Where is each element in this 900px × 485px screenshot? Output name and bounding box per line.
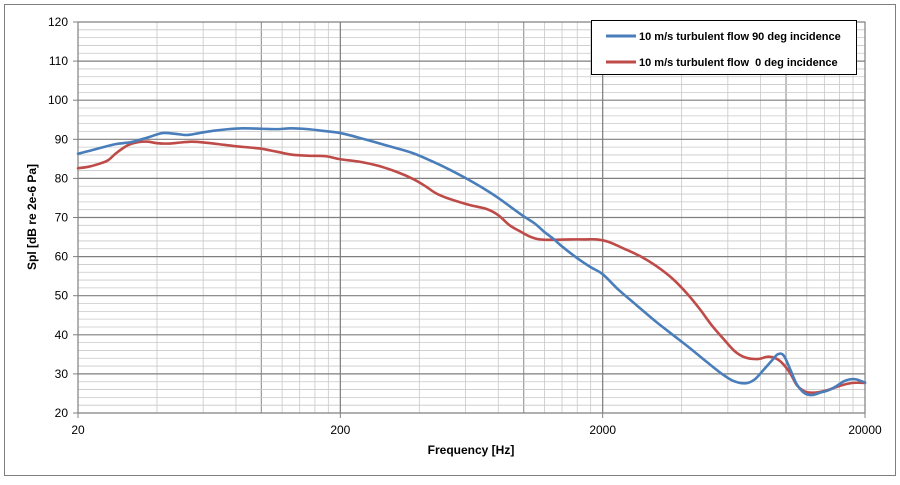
y-tick-label: 20 xyxy=(55,406,69,420)
legend-box xyxy=(591,20,857,75)
x-tick-label: 200 xyxy=(330,423,350,437)
y-tick-label: 80 xyxy=(55,171,69,185)
y-axis-ticks: 20 30 40 50 60 70 80 90 100 110 120 xyxy=(48,15,78,420)
y-axis-label: Spl [dB re 2e-6 Pa] xyxy=(25,164,39,270)
x-axis-label: Frequency [Hz] xyxy=(428,443,515,457)
y-tick-label: 40 xyxy=(55,328,69,342)
series-90deg-line xyxy=(76,127,867,397)
x-tick-label: 2000 xyxy=(589,423,616,437)
y-tick-label: 60 xyxy=(55,250,69,264)
series-0deg-line xyxy=(76,140,867,394)
y-tick-label: 70 xyxy=(55,211,69,225)
y-tick-label: 30 xyxy=(55,367,69,381)
legend-label-90deg: 10 m/s turbulent flow 90 deg incidence xyxy=(639,31,841,43)
legend-label-0deg: 10 m/s turbulent flow 0 deg incidence xyxy=(639,57,838,69)
y-tick-label: 110 xyxy=(49,54,68,68)
y-tick-label: 90 xyxy=(55,132,69,146)
x-tick-label: 20 xyxy=(71,423,85,437)
major-gridlines xyxy=(77,21,866,414)
y-tick-label: 120 xyxy=(48,15,68,29)
x-tick-label: 20000 xyxy=(848,423,882,437)
y-tick-label: 50 xyxy=(55,289,69,303)
series-layer xyxy=(76,127,867,397)
y-tick-label: 100 xyxy=(48,93,68,107)
legend: 10 m/s turbulent flow 90 deg incidence 1… xyxy=(591,20,857,75)
x-axis-ticks: 20 200 2000 20000 xyxy=(71,413,882,437)
